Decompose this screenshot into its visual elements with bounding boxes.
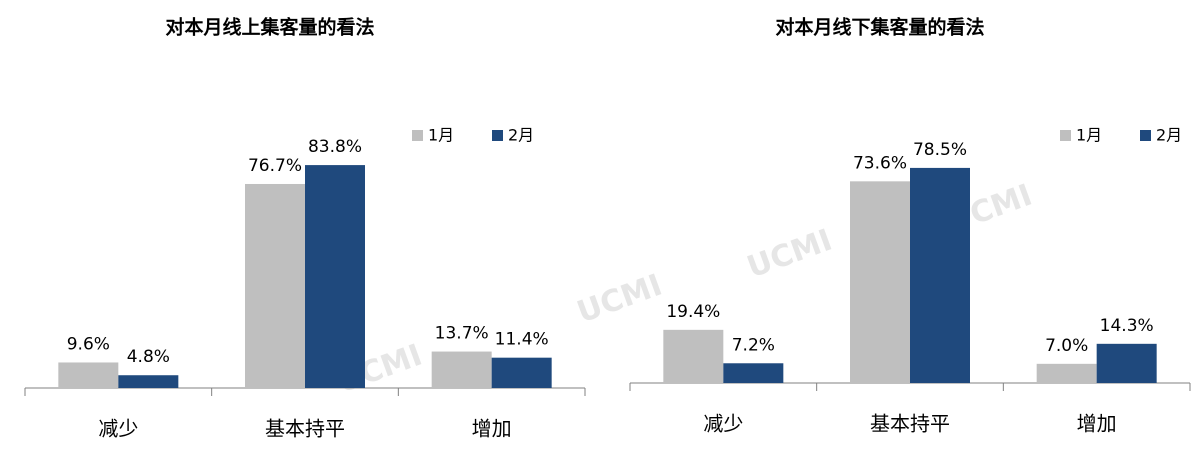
value-label: 78.5%: [913, 140, 967, 160]
legend-swatch: [412, 130, 423, 141]
bar: [1036, 363, 1097, 383]
value-label: 19.4%: [666, 302, 720, 322]
bar: [305, 165, 365, 388]
value-label: 76.7%: [248, 156, 302, 176]
value-label: 14.3%: [1100, 316, 1154, 336]
bar: [850, 181, 910, 383]
value-label: 7.2%: [732, 335, 775, 355]
legend-swatch: [492, 130, 503, 141]
watermark: UCMI: [743, 223, 837, 286]
legend-label: 2月: [508, 126, 534, 145]
x-tick-label: 基本持平: [265, 417, 345, 441]
bar: [723, 363, 784, 383]
x-tick-label: 增加: [472, 417, 512, 441]
x-tick-label: 增加: [1077, 412, 1117, 436]
legend-label: 1月: [428, 126, 454, 145]
bar: [663, 329, 724, 383]
x-tick-label: 基本持平: [870, 412, 950, 436]
bar: [910, 167, 970, 383]
chart-title: 对本月线下集客量的看法: [775, 16, 984, 39]
bar: [431, 351, 492, 388]
chart-title: 对本月线上集客量的看法: [165, 16, 374, 39]
legend-label: 2月: [1156, 126, 1182, 145]
value-label: 9.6%: [67, 334, 110, 354]
value-label: 4.8%: [127, 347, 170, 367]
legend-swatch: [1140, 130, 1151, 141]
value-label: 11.4%: [495, 330, 549, 350]
value-label: 13.7%: [435, 324, 489, 344]
value-label: 7.0%: [1045, 336, 1088, 356]
bar: [1096, 343, 1157, 383]
bar: [245, 183, 305, 388]
bar: [491, 357, 552, 388]
legend-label: 1月: [1076, 126, 1102, 145]
x-tick-label: 减少: [98, 417, 138, 441]
x-tick-label: 减少: [703, 412, 743, 436]
watermark: UCMI: [573, 268, 667, 331]
legend-swatch: [1060, 130, 1071, 141]
bar: [58, 362, 119, 388]
bar: [118, 375, 179, 388]
value-label: 73.6%: [853, 153, 907, 173]
value-label: 83.8%: [308, 137, 362, 157]
